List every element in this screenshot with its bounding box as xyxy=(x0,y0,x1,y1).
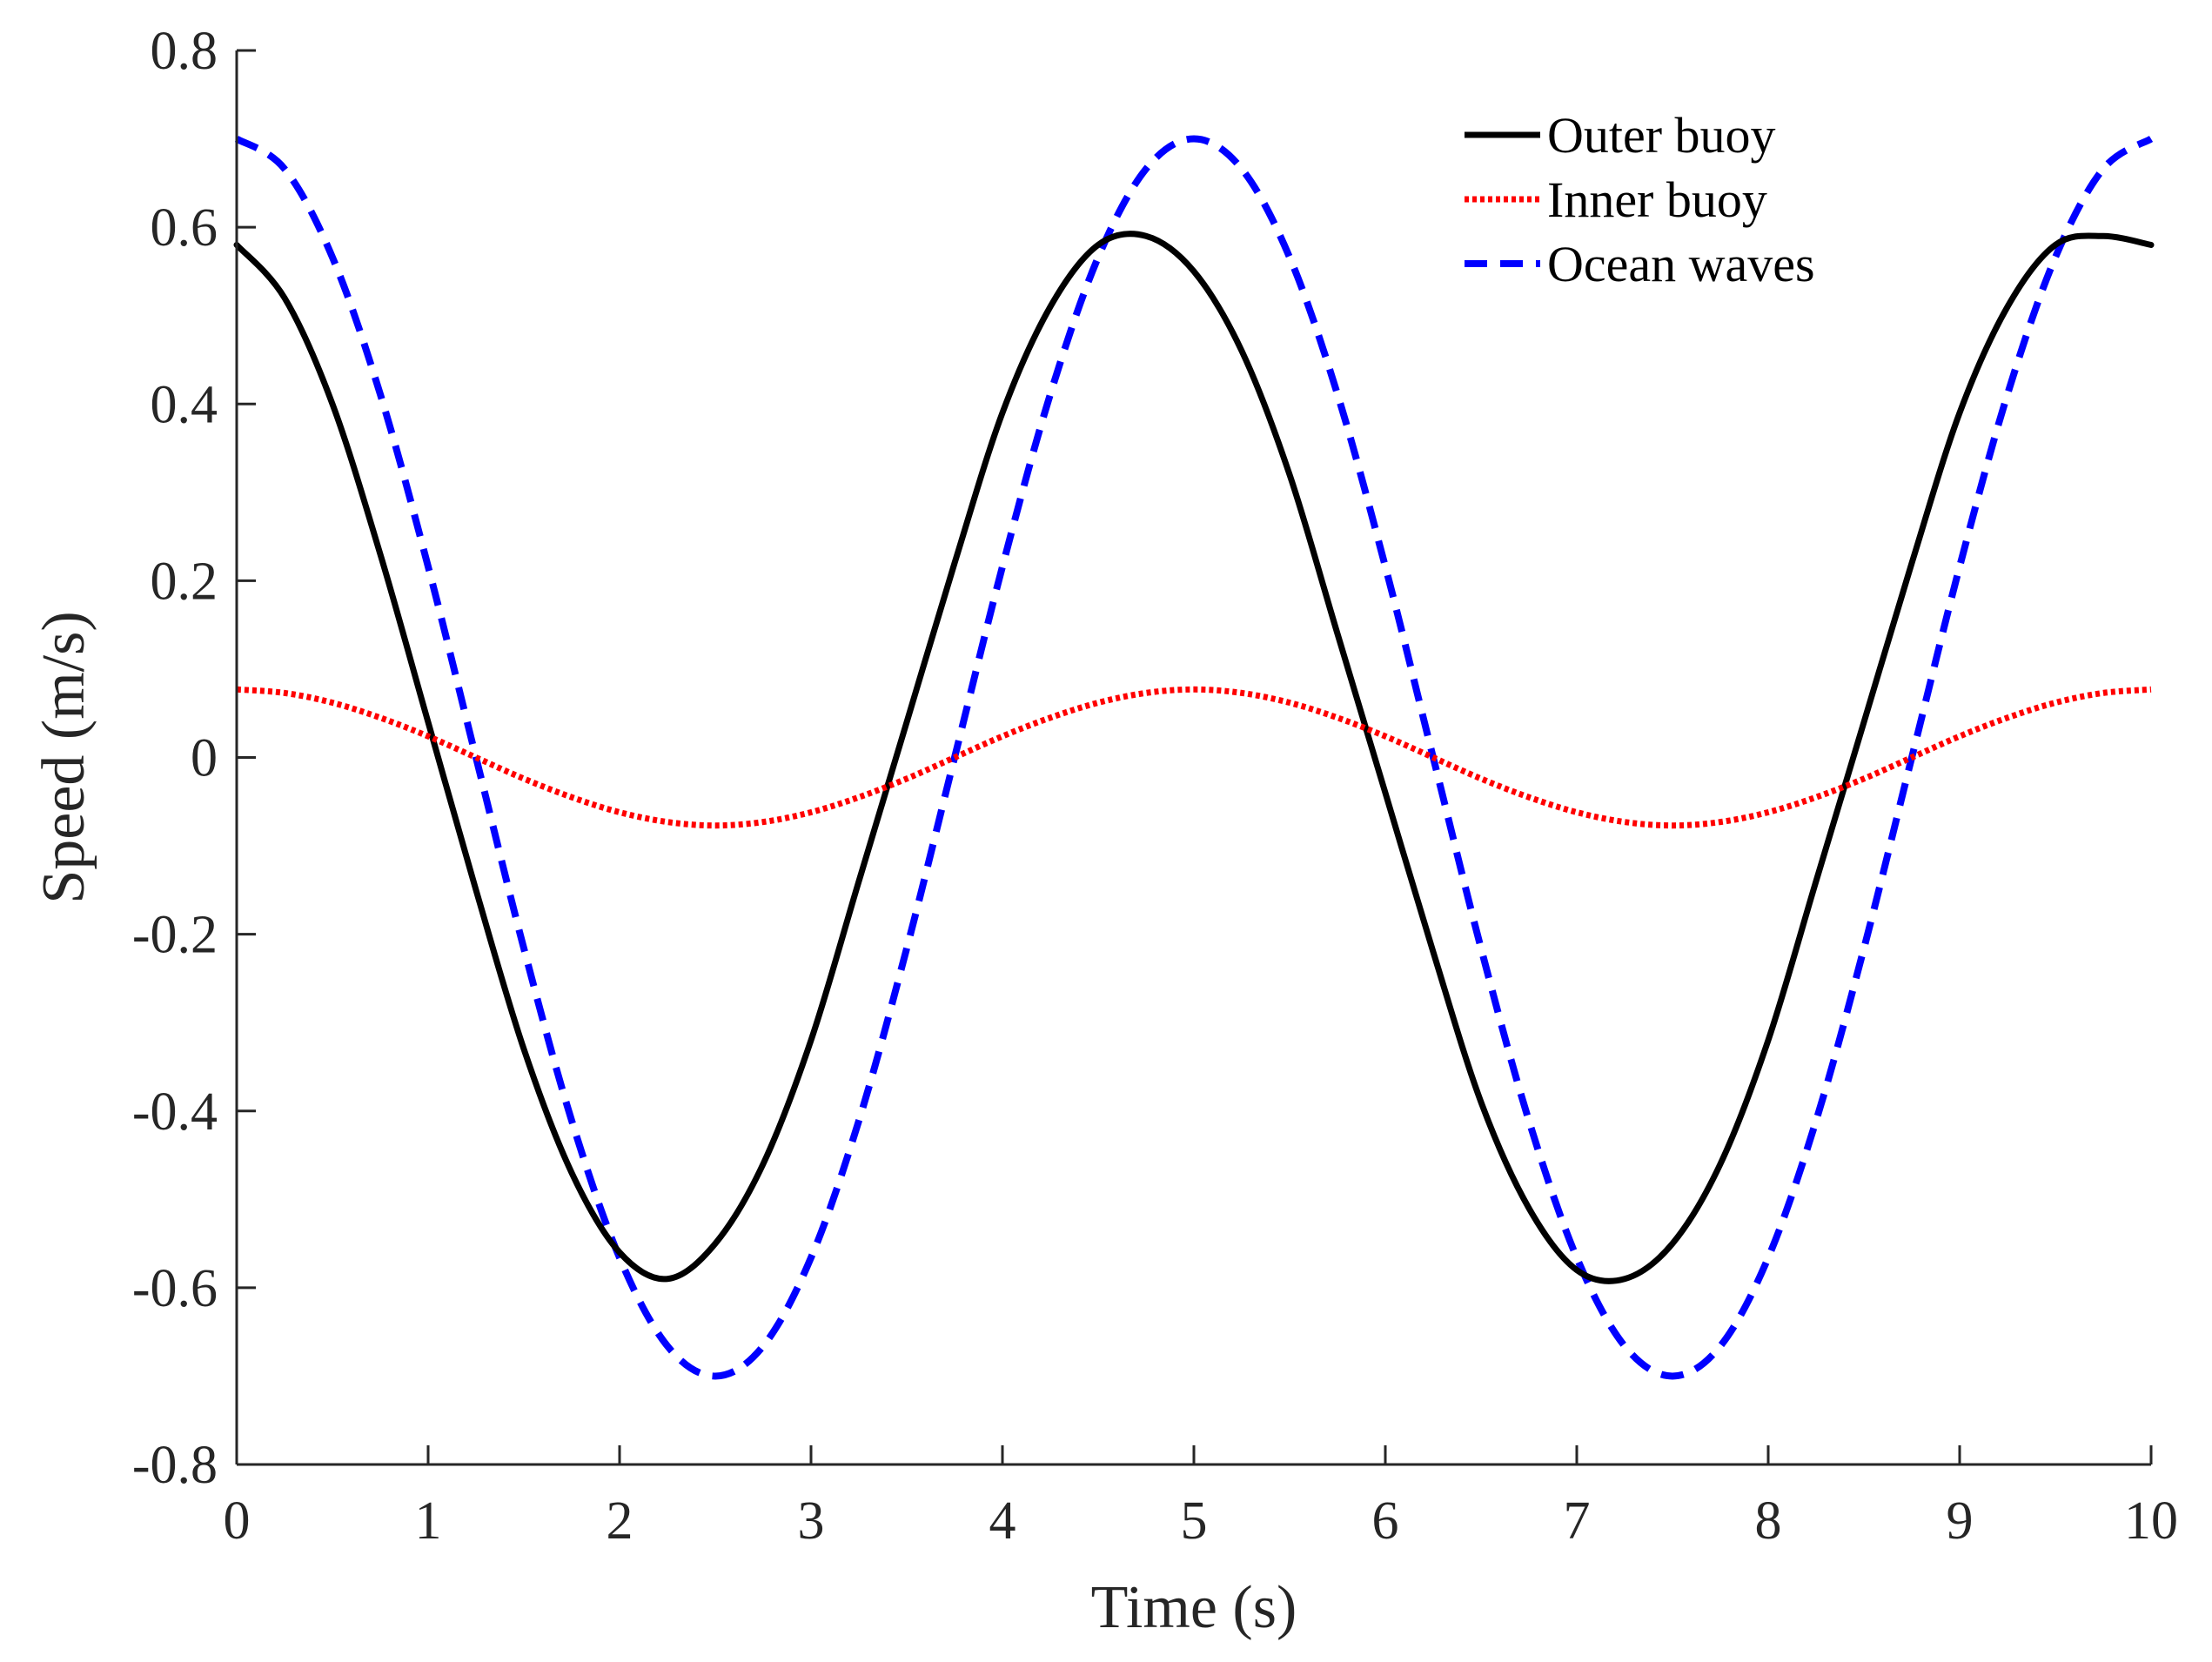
legend: Outer buoy Inner buoy Ocean waves xyxy=(1465,107,1815,292)
series-lines xyxy=(233,135,2155,1380)
x-tick-label: 4 xyxy=(989,1491,1016,1551)
x-tick-label: 10 xyxy=(2124,1491,2178,1551)
x-tick-label: 0 xyxy=(224,1491,251,1551)
axes xyxy=(235,50,2151,1466)
y-tick-label: -0.6 xyxy=(132,1259,218,1318)
y-tick-label: -0.8 xyxy=(132,1436,218,1495)
y-tick-label: -0.2 xyxy=(132,906,218,965)
y-tick-label: 0.2 xyxy=(151,552,218,611)
y-tick-label: 0 xyxy=(191,729,218,788)
x-axis-title: Time (s) xyxy=(1091,1574,1297,1641)
x-tick-label: 2 xyxy=(607,1491,633,1551)
x-tick-label: 1 xyxy=(415,1491,442,1551)
y-tick-label: -0.4 xyxy=(132,1082,218,1142)
series-line-inner-buoy xyxy=(236,686,2152,829)
x-tick-label: 3 xyxy=(798,1491,825,1551)
y-axis-title: Speed (m/s) xyxy=(30,611,97,903)
x-tick-label: 5 xyxy=(1181,1491,1208,1551)
legend-label-ocean-waves: Ocean waves xyxy=(1547,236,1815,292)
series-line-outer-buoy xyxy=(233,231,2155,1284)
series-line-ocean-waves xyxy=(234,135,2154,1380)
legend-label-inner-buoy: Inner buoy xyxy=(1547,171,1767,228)
y-tick-label: 0.8 xyxy=(151,22,218,81)
x-tick-label: 7 xyxy=(1564,1491,1591,1551)
tick-labels: 0 1 2 3 4 5 6 7 8 9 10 0.8 0.6 0.4 0.2 0 -0.2 -0.4 -0.6 -0.… xyxy=(132,22,2178,1551)
x-tick-label: 8 xyxy=(1755,1491,1782,1551)
x-tick-label: 9 xyxy=(1947,1491,1974,1551)
y-tick-label: 0.6 xyxy=(151,198,218,258)
legend-label-outer-buoy: Outer buoy xyxy=(1547,107,1776,164)
x-tick-label: 6 xyxy=(1372,1491,1399,1551)
y-tick-label: 0.4 xyxy=(151,375,218,434)
